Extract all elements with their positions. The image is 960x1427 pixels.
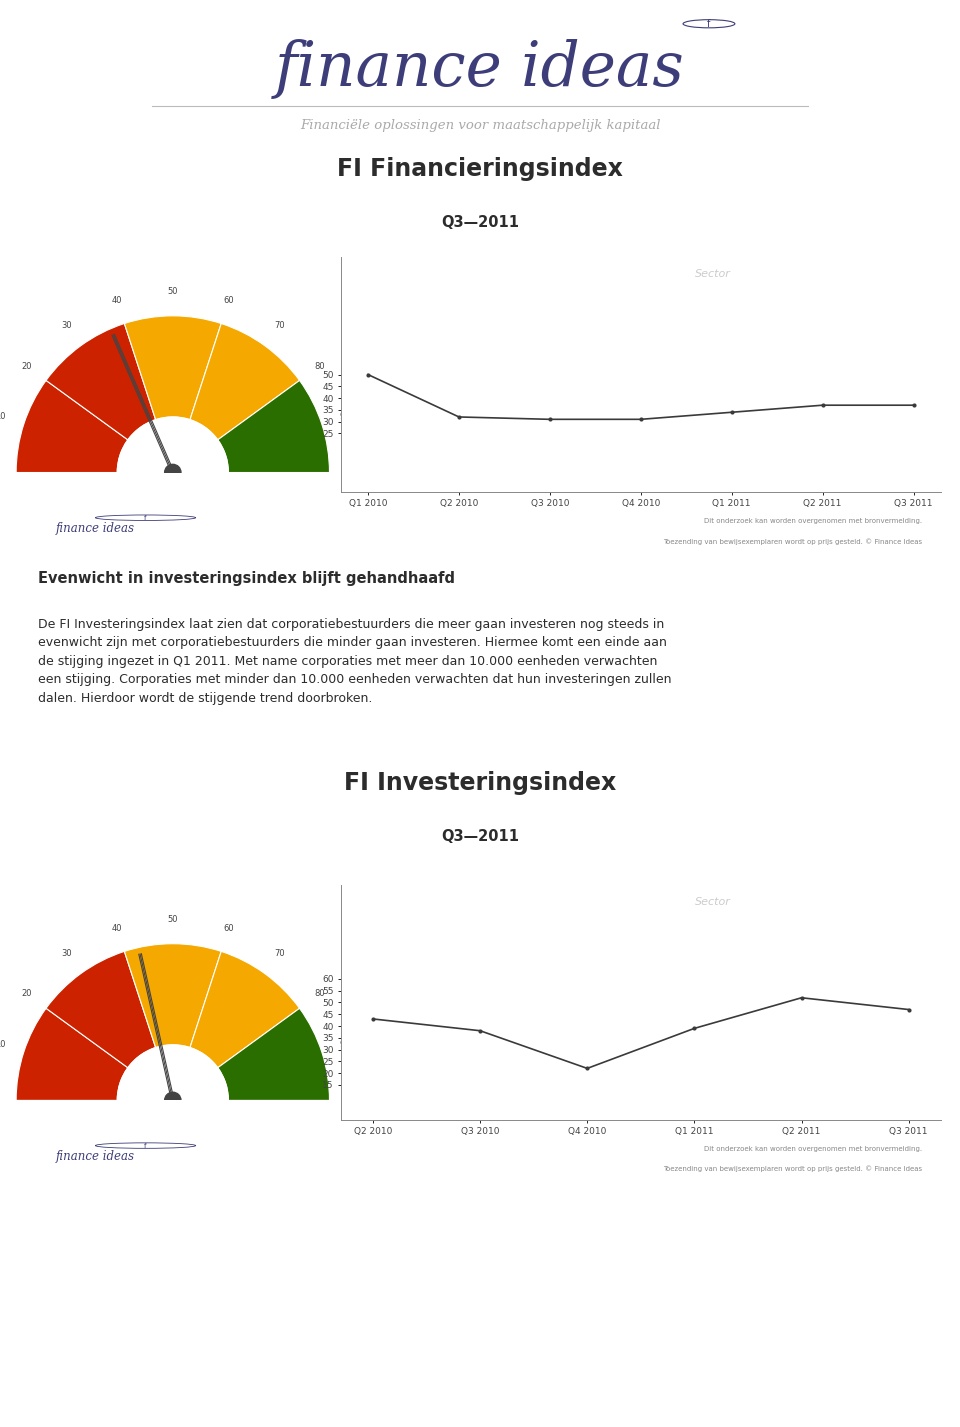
Wedge shape <box>218 381 329 472</box>
Text: Dit onderzoek kan worden overgenomen met bronvermelding.: Dit onderzoek kan worden overgenomen met… <box>705 1146 923 1152</box>
Text: finance ideas: finance ideas <box>276 39 684 98</box>
Text: 90: 90 <box>340 1040 350 1049</box>
Text: 80: 80 <box>314 989 324 999</box>
Text: FI Financieringsindex: FI Financieringsindex <box>337 157 623 181</box>
Text: Toezending van bewijsexemplaren wordt op prijs gesteld. © Finance Ideas: Toezending van bewijsexemplaren wordt op… <box>663 1166 923 1173</box>
Text: 70: 70 <box>274 949 284 959</box>
Circle shape <box>117 1045 228 1156</box>
Text: 100: 100 <box>346 1096 362 1104</box>
Text: 40: 40 <box>111 923 122 933</box>
Text: Q3—2011: Q3—2011 <box>441 215 519 231</box>
Text: 60: 60 <box>224 923 234 933</box>
Text: finance ideas: finance ideas <box>56 1150 135 1163</box>
Text: 100: 100 <box>346 468 362 477</box>
Wedge shape <box>16 381 128 472</box>
Text: Financiële oplossingen voor maatschappelijk kapitaal: Financiële oplossingen voor maatschappel… <box>300 118 660 131</box>
Text: 40: 40 <box>111 295 122 305</box>
Text: 30: 30 <box>61 321 72 331</box>
Text: FI Investeringsindex: FI Investeringsindex <box>344 771 616 795</box>
Text: 60: 60 <box>224 295 234 305</box>
Wedge shape <box>16 1009 128 1100</box>
Text: 20: 20 <box>21 989 32 999</box>
Text: Sector: Sector <box>695 268 731 278</box>
Wedge shape <box>190 952 300 1067</box>
Text: 70: 70 <box>274 321 284 331</box>
Circle shape <box>165 464 180 481</box>
Text: 20: 20 <box>21 361 32 371</box>
Text: Toezending van bewijsexemplaren wordt op prijs gesteld. © Finance Ideas: Toezending van bewijsexemplaren wordt op… <box>663 538 923 545</box>
Text: Sector: Sector <box>695 896 731 906</box>
Wedge shape <box>218 1009 329 1100</box>
Text: De FI Investeringsindex laat zien dat corporatiebestuurders die meer gaan invest: De FI Investeringsindex laat zien dat co… <box>38 618 672 705</box>
Text: 10: 10 <box>0 412 6 421</box>
Text: f: f <box>144 515 147 521</box>
Circle shape <box>165 1092 180 1109</box>
Wedge shape <box>46 324 156 440</box>
Text: Q3—2011: Q3—2011 <box>441 829 519 845</box>
Circle shape <box>117 417 228 528</box>
Text: Dit onderzoek kan worden overgenomen met bronvermelding.: Dit onderzoek kan worden overgenomen met… <box>705 518 923 524</box>
Text: 50: 50 <box>168 915 178 923</box>
Text: 90: 90 <box>340 412 350 421</box>
Wedge shape <box>125 943 221 1047</box>
Text: f: f <box>144 1143 147 1149</box>
Wedge shape <box>46 952 156 1067</box>
Text: 50: 50 <box>168 287 178 295</box>
Text: Evenwicht in investeringsindex blijft gehandhaafd: Evenwicht in investeringsindex blijft ge… <box>38 571 455 586</box>
Text: 30: 30 <box>61 949 72 959</box>
Wedge shape <box>190 324 300 440</box>
Text: finance ideas: finance ideas <box>56 522 135 535</box>
Wedge shape <box>125 315 221 420</box>
Text: 80: 80 <box>314 361 324 371</box>
Text: f: f <box>708 19 710 29</box>
Text: 10: 10 <box>0 1040 6 1049</box>
